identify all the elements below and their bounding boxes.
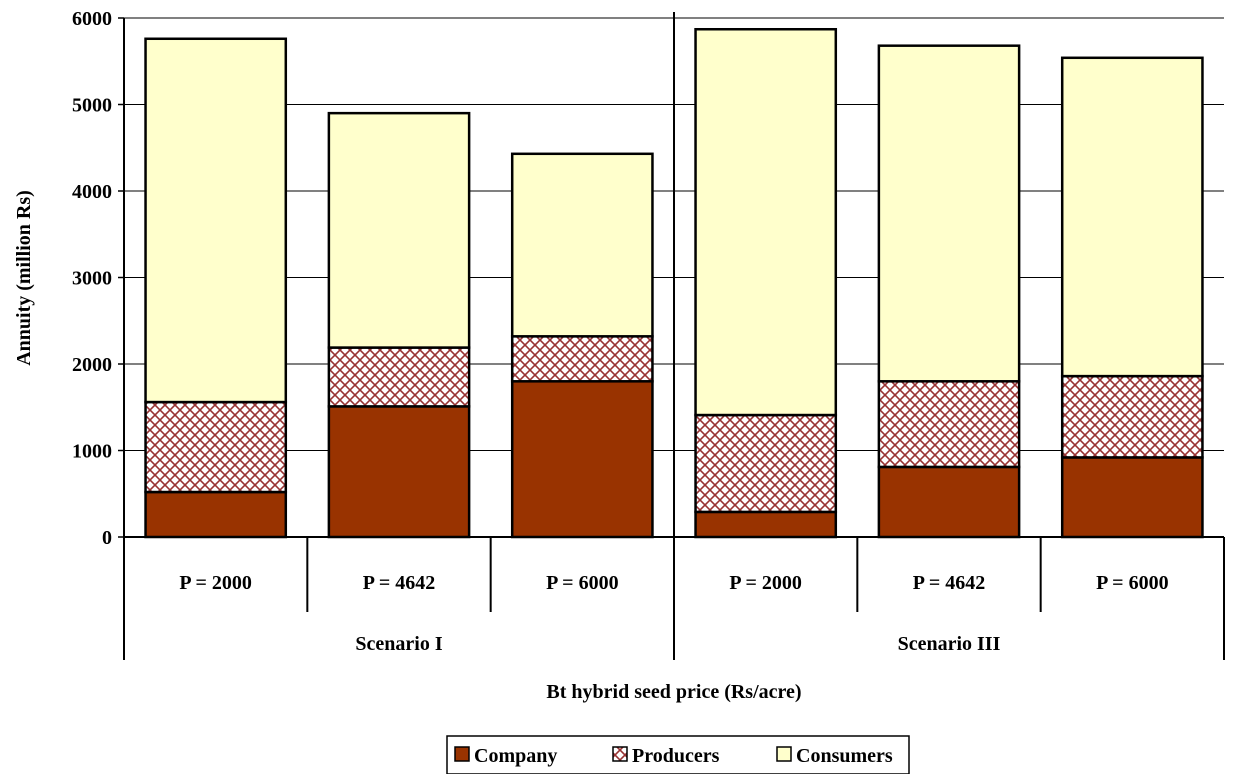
bar-company <box>144 490 288 539</box>
x-axis-title: Bt hybrid seed price (Rs/acre) <box>546 681 801 703</box>
category-label: P = 2000 <box>179 572 252 594</box>
y-tick-label: 5000 <box>72 95 112 117</box>
axis-labels: Annuity (million Rs) Bt hybrid seed pric… <box>13 190 802 703</box>
bar-producers <box>327 346 471 408</box>
category-label: P = 4642 <box>913 572 986 594</box>
legend-label: Company <box>474 745 557 767</box>
bar-consumers <box>1060 56 1204 378</box>
y-tick-label: 6000 <box>72 8 112 30</box>
bar-producers <box>144 400 288 494</box>
legend-swatch-company <box>454 746 470 762</box>
bar-company <box>510 380 654 539</box>
bar-consumers <box>510 152 654 338</box>
bar-company <box>327 405 471 539</box>
bar-company <box>694 510 838 539</box>
legend-swatch-consumers <box>776 746 792 762</box>
bar-producers <box>877 380 1021 469</box>
y-tick-label: 1000 <box>72 441 112 463</box>
bar-producers <box>510 335 654 383</box>
category-label: P = 2000 <box>729 572 802 594</box>
bar-consumers <box>144 37 288 404</box>
legend-label: Producers <box>632 745 720 767</box>
y-axis-title: Annuity (million Rs) <box>13 190 35 366</box>
group-label: Scenario III <box>898 633 1001 655</box>
legend-swatch-producers <box>612 746 628 762</box>
y-tick-label: 2000 <box>72 354 112 376</box>
y-tick-label: 4000 <box>72 181 112 203</box>
bar-producers <box>694 413 838 514</box>
bar-consumers <box>877 44 1021 383</box>
y-tick-label: 0 <box>102 527 112 549</box>
category-label: P = 4642 <box>363 572 436 594</box>
y-tick-label: 3000 <box>72 268 112 290</box>
bar-consumers <box>327 111 471 349</box>
legend: Company Producers Consumers <box>446 735 910 775</box>
group-label: Scenario I <box>355 633 442 655</box>
category-label: P = 6000 <box>546 572 619 594</box>
bar-company <box>877 465 1021 539</box>
bars <box>144 27 1204 539</box>
category-label: P = 6000 <box>1096 572 1169 594</box>
legend-box <box>446 735 910 775</box>
bar-consumers <box>694 27 838 417</box>
axes: 0 1000 2000 3000 4000 5000 6000 P = 2000 P = 464… <box>72 8 1225 660</box>
bar-company <box>1060 456 1204 539</box>
bar-producers <box>1060 374 1204 459</box>
legend-label: Consumers <box>796 745 893 767</box>
